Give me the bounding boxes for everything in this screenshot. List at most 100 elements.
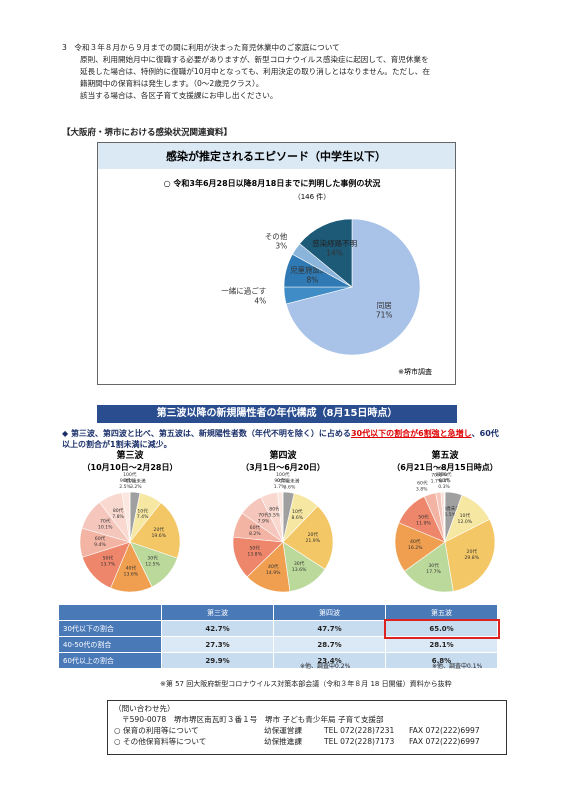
slice-value: 17.7% <box>426 569 441 575</box>
slice-label: 40代 <box>268 563 279 570</box>
count: （146 件） <box>294 192 331 201</box>
slice-value: 21.9% <box>306 538 321 544</box>
slice <box>404 541 454 593</box>
slice-label: 20代 <box>154 526 165 533</box>
table-cell: 47.7% <box>273 620 386 637</box>
slice-label: 10代 <box>292 508 303 515</box>
line: 該当する場合は、各区子育て支援課にお申し出ください。 <box>80 91 278 100</box>
slice-label: 80代 <box>113 507 124 514</box>
table-row: 40-50代の割合 27.3% 28.7% 28.1% <box>58 636 498 653</box>
table-cell: 65.0% <box>383 618 500 639</box>
slice-value: 16.2% <box>408 545 423 551</box>
slice-label: 60代 <box>95 535 106 542</box>
slice-label: 100代 <box>276 471 290 478</box>
slice-label: 10歳未満 <box>280 477 300 484</box>
slice-label: 20代 <box>308 531 319 538</box>
slice-label: 30代 <box>428 562 439 569</box>
table-cell: 28.7% <box>273 636 386 653</box>
slice-label: 70代 <box>100 518 111 525</box>
slice-value: 3% <box>275 242 287 251</box>
title-bar <box>98 143 455 169</box>
section-heading: 【大阪府・堺市における感染状況関連資料】 <box>62 128 233 138</box>
pie-title: 第五波 <box>431 450 459 461</box>
summary-highlight: 30代以下の割合が6割強と急増し <box>350 429 472 438</box>
contact-rows: ○ 保育の利用等について 幼保運営課 TEL 072(228)7231 FAX 072… <box>114 725 500 747</box>
slice-value: 5.5% <box>269 513 281 519</box>
slice-label: 10代 <box>460 512 471 519</box>
contact-box: （問い合わせ先） 〒590-0078 堺市堺区南瓦町３番１号 堺市 子ども青少年… <box>107 700 507 755</box>
table-cell: 29.9% <box>161 652 274 669</box>
contact-cell: FAX 072(222)6997 <box>409 726 480 735</box>
slice-value: 19.6% <box>151 533 166 539</box>
slice-label: 感染経路不明 <box>312 238 357 248</box>
note: ※他、調査中0.1% <box>432 663 483 670</box>
slice-label: 40代 <box>126 564 137 571</box>
slice-value: 0.1% <box>124 478 136 484</box>
table-cell: 28.1% <box>385 636 498 653</box>
slice-value: 9.4% <box>94 542 106 548</box>
slice <box>444 518 496 592</box>
contact-cell: FAX 072(222)6997 <box>409 737 480 746</box>
wave-charts: 第三波（10月10日～2月28日）10歳未満3.2%10代7.4%20代19.6… <box>79 450 498 593</box>
pie-subtitle: （10月10日～2月28日） <box>83 462 178 472</box>
summary-text: 、60代以上の割合が1割未満に減少。 <box>62 429 499 449</box>
pie-subtitle: （3月1日～6月20日） <box>241 462 325 472</box>
slice-label: 80代 <box>436 465 447 472</box>
slice-value: 8.2% <box>249 531 261 537</box>
corner <box>58 604 162 621</box>
slice-value: 14% <box>326 249 343 258</box>
slice-value: 1.7% <box>274 484 286 490</box>
contact-row: ○ その他保育料等について 幼保推進課 TEL 072(228)7173 FAX 07… <box>114 736 500 747</box>
slice-value: 7.8% <box>112 514 124 520</box>
slice-value: 3.6% <box>284 484 296 490</box>
contact-cell: 幼保推進課 <box>264 737 302 746</box>
slice <box>282 505 334 570</box>
slice-label: 60代 <box>417 480 428 487</box>
slice-label: 30代 <box>147 554 158 561</box>
slice-label: 50代 <box>103 555 114 562</box>
slice-value: 0.9% <box>435 472 447 478</box>
table-cell: 27.3% <box>161 636 274 653</box>
row-header: 40-50代の割合 <box>58 636 162 653</box>
row-header: 30代以下の割合 <box>58 620 162 637</box>
line: 原則、利用開始月中に復職する必要がありますが、新型コロナウイルス感染症に起因して… <box>80 55 429 64</box>
slice-label: 10代 <box>137 507 148 514</box>
pie-title: 第三波 <box>116 450 144 461</box>
slice-label: 90代 <box>120 477 131 484</box>
chart-title: 感染が推定されるエピソード（中学生以下） <box>166 149 386 163</box>
slice-value: 13.6% <box>292 567 307 573</box>
slice-value: 11.9% <box>416 521 431 527</box>
pie-title: 第四波 <box>269 450 297 461</box>
table: 第三波 第四波 第五波 30代以下の割合 42.7% 47.7% 65.0% 40-50代の… <box>58 604 500 669</box>
contact-title: （問い合わせ先） <box>114 704 175 713</box>
slice-value: 4% <box>254 296 266 305</box>
address: 〒590-0078 堺市堺区南瓦町３番１号 堺市 子ども青少年局 子育て支援部 <box>122 715 384 724</box>
heading: 3 令和３年８月から９月までの間に利用が決まった育児休業中のご家庭について <box>62 43 340 52</box>
row-header: 60代以上の割合 <box>58 652 162 669</box>
col-header: 第四波 <box>273 604 386 621</box>
slice-value: 13.7% <box>101 562 116 568</box>
subtitle: ○ 令和3年6月28日以降8月18日までに判明した事例の状況 <box>164 178 381 188</box>
slice-value: 8.6% <box>291 515 303 521</box>
slice-value: 13.8% <box>247 551 262 557</box>
slice-label: 30代 <box>294 560 305 567</box>
slice-value: 1.7% <box>431 479 443 485</box>
table-cell: 23.4% <box>273 652 386 669</box>
slice-label: 20代 <box>467 548 478 555</box>
table-row: 60代以上の割合 29.9% 23.4% 6.8% <box>58 652 498 669</box>
slice-label: 70代 <box>258 512 269 519</box>
slice-label: 60代 <box>250 524 261 531</box>
slice-value: 8% <box>307 275 319 284</box>
slice-label: 70代 <box>431 472 442 479</box>
line: 延長した場合は、特例的に復職が10月中となっても、利用決定の取り消しとはなりませ… <box>80 67 430 76</box>
slice-label: 児童施設関連 <box>290 265 335 275</box>
table-cell: 6.8% <box>385 652 498 669</box>
episode-chart: 感染が推定されるエピソード（中学生以下） ○ 令和3年6月28日以降8月18日ま… <box>97 142 456 385</box>
contact-row: ○ 保育の利用等について 幼保運営課 TEL 072(228)7231 FAX 072… <box>114 725 500 736</box>
contact-cell: ○ 保育の利用等について <box>114 726 199 735</box>
slice-value: 71% <box>376 311 393 320</box>
slice-value: 0.3% <box>438 484 450 490</box>
slice-label: 10歳未満 <box>440 505 460 512</box>
slice-value: 12.0% <box>458 519 473 525</box>
slice-value: 13.6% <box>124 571 139 577</box>
